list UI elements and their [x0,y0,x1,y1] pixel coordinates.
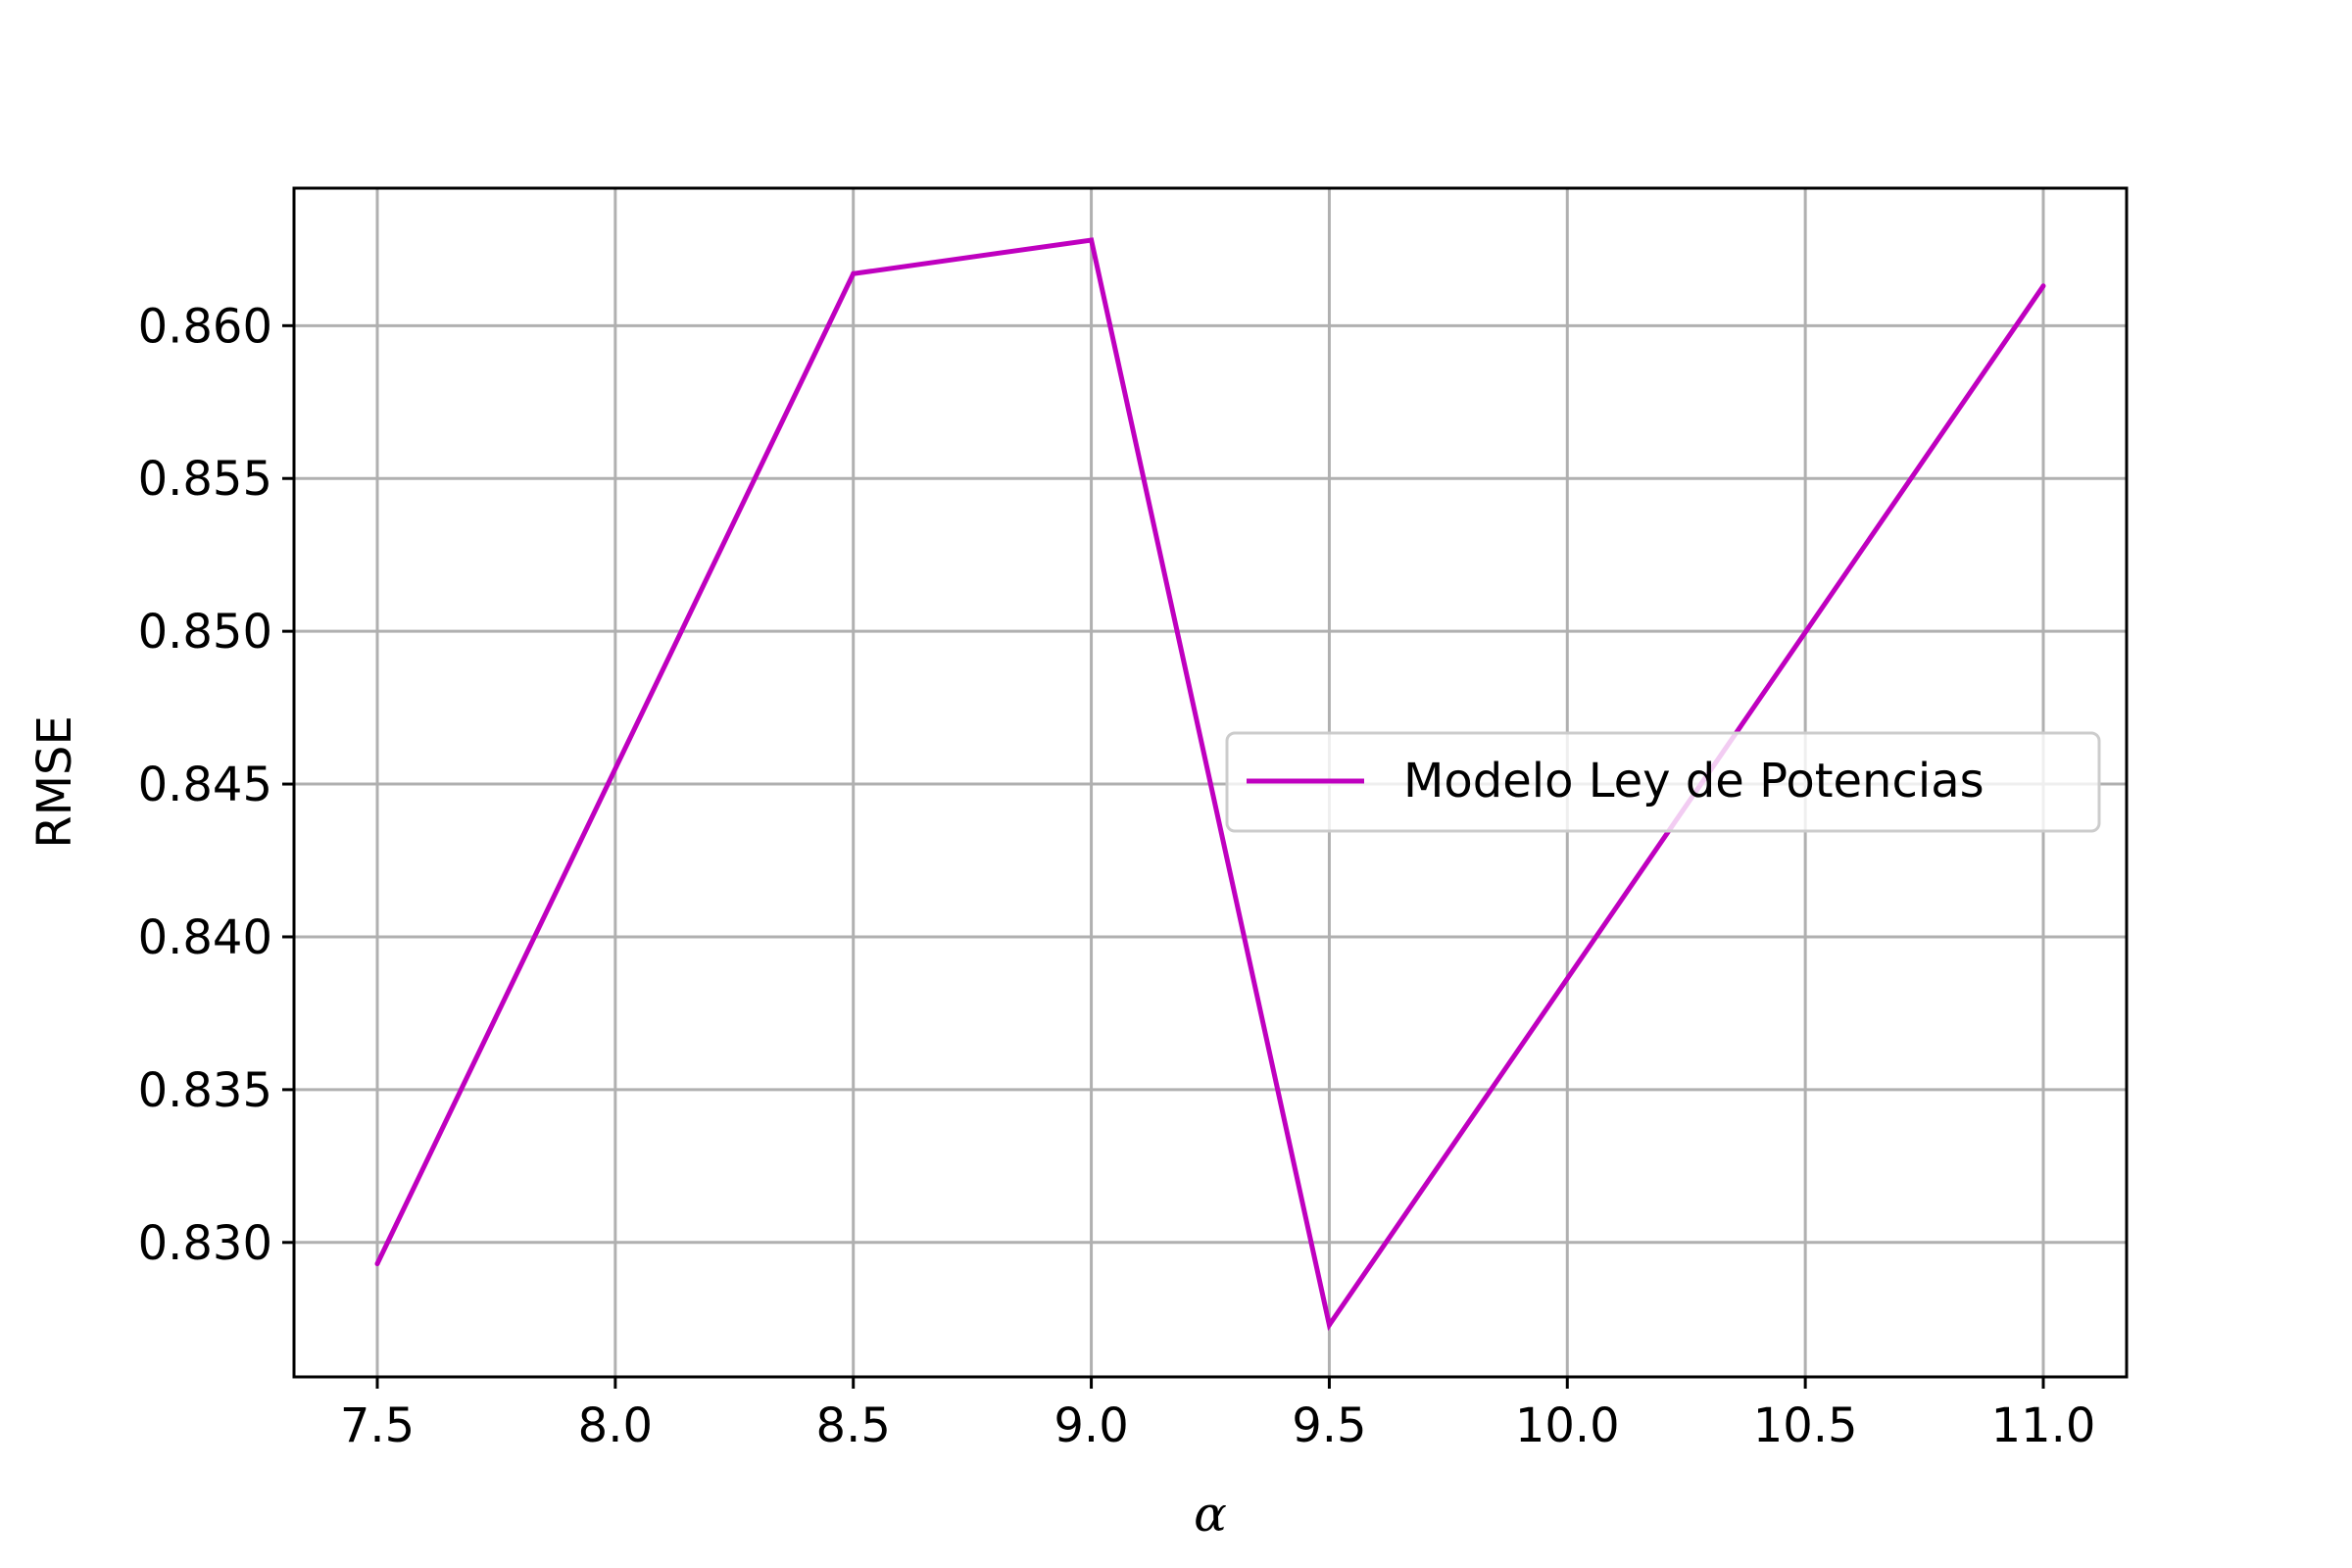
y-tick-label: 0.860 [138,299,272,354]
x-tick-label: 10.5 [1753,1398,1858,1453]
y-axis: 0.830 0.835 0.840 0.845 0.850 0.855 0.860 [138,299,294,1271]
x-tick-label: 9.5 [1292,1398,1366,1453]
data-point [2040,283,2046,289]
legend: Modelo Ley de Potencias [1225,731,2101,833]
data-point [1326,1322,1332,1328]
x-tick-label: 8.0 [578,1398,653,1453]
legend-label: Modelo Ley de Potencias [1403,754,1984,808]
y-tick-label: 0.835 [138,1063,272,1118]
x-tick-label: 8.5 [816,1398,891,1453]
x-axis-label: α [1194,1486,1227,1543]
y-tick-label: 0.850 [138,605,272,660]
x-tick-label: 10.0 [1515,1398,1620,1453]
x-tick-label: 9.0 [1054,1398,1128,1453]
plot-frame [292,186,2129,1379]
x-axis: 7.5 8.0 8.5 9.0 9.5 10.0 10.5 11.0 [340,1377,2096,1453]
data-point [374,1261,380,1267]
y-tick-label: 0.830 [138,1216,272,1271]
legend-box [1225,731,2101,833]
y-tick-label: 0.855 [138,452,272,507]
data-point [1089,237,1095,243]
grid [294,188,2127,1377]
x-tick-label: 11.0 [1991,1398,2096,1453]
x-tick-label: 7.5 [340,1398,415,1453]
y-tick-label: 0.840 [138,910,272,965]
series-layer [374,237,2046,1332]
y-tick-label: 0.845 [138,758,272,812]
data-point [851,270,857,276]
y-axis-label: RMSE [27,715,82,849]
